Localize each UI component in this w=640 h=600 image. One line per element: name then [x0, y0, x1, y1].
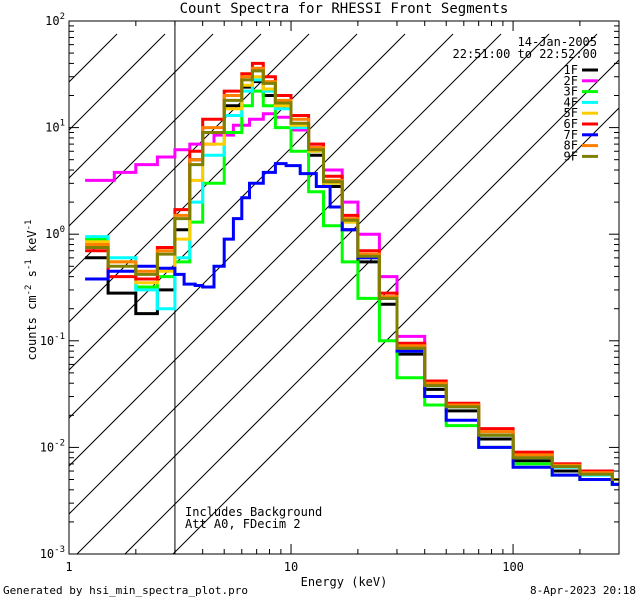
series-8F — [85, 66, 619, 481]
hatch-line — [76, 33, 598, 554]
x-tick-label: 100 — [502, 560, 524, 574]
x-tick-label: 10 — [284, 560, 298, 574]
hatch-line — [69, 33, 550, 515]
hatch-line — [69, 33, 502, 467]
legend-label: 7F — [564, 128, 578, 142]
series-1F — [85, 80, 619, 486]
series-2F — [85, 112, 619, 481]
series-9F — [85, 69, 619, 481]
y-tick-label: 102 — [45, 12, 65, 28]
hatch-line — [69, 34, 70, 35]
series-4F — [85, 78, 619, 481]
generated-by-label: Generated by hsi_min_spectra_plot.pro — [3, 584, 248, 597]
time-range-label: 22:51:00 to 22:52:00 — [453, 47, 598, 61]
y-tick-label: 10-3 — [40, 545, 65, 561]
y-axis: 10-3 10-2 10-1 100 101 102 — [40, 12, 619, 561]
timestamp-label: 8-Apr-2023 20:18 — [530, 584, 636, 597]
series-7F — [85, 162, 619, 486]
hatch-line — [69, 33, 358, 323]
legend-label: 6F — [564, 117, 578, 131]
legend-label: 4F — [564, 95, 578, 109]
hatch-line — [69, 33, 214, 179]
legend-label: 1F — [564, 63, 578, 77]
hatch-line — [69, 33, 262, 227]
legend-label: 3F — [564, 85, 578, 99]
hatch-line — [69, 33, 166, 131]
plot-frame — [68, 20, 620, 555]
legend-label: 9F — [564, 149, 578, 163]
x-axis-label: Energy (keV) — [301, 575, 388, 589]
annotation-background: Includes Background — [185, 505, 322, 519]
y-axis-label: counts cm-2 s-1 keV-1 — [24, 220, 39, 361]
legend-label: 2F — [564, 74, 578, 88]
y-tick-label: 101 — [45, 119, 65, 135]
series-3F — [85, 89, 619, 486]
x-tick-label: 1 — [65, 560, 72, 574]
y-tick-label: 10-1 — [40, 332, 65, 348]
x-axis: 1 10 100 — [65, 21, 620, 574]
excluded-region-hatch — [69, 33, 619, 554]
date-label: 14-Jan-2005 — [518, 35, 597, 49]
y-tick-label: 10-2 — [40, 438, 65, 454]
series-layer — [85, 61, 619, 486]
hatch-line — [69, 33, 118, 83]
legend-label: 8F — [564, 139, 578, 153]
y-tick-label: 100 — [45, 225, 65, 241]
chart-title: Count Spectra for RHESSI Front Segments — [180, 1, 509, 17]
legend-label: 5F — [564, 106, 578, 120]
hatch-line — [172, 107, 619, 554]
annotation-attenuator: Att A0, FDecim 2 — [185, 517, 301, 531]
hatch-line — [69, 33, 406, 371]
hatch-line — [69, 33, 454, 419]
